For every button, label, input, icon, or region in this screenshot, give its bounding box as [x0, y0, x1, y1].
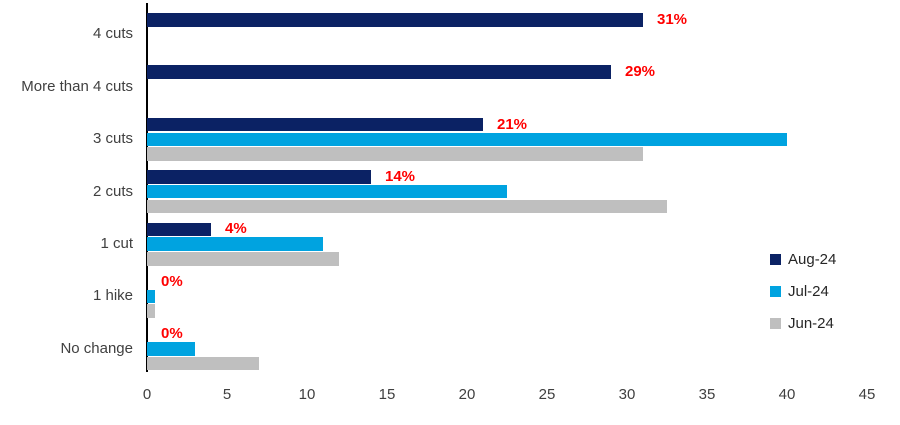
category-label-no-change: No change [60, 339, 133, 357]
bar-jun-24-1-hike [147, 304, 155, 318]
legend-label: Jul-24 [788, 282, 829, 300]
x-tick-35: 35 [698, 386, 716, 403]
legend: Aug-24 Jul-24 Jun-24 [770, 243, 836, 339]
category-label-1-cut: 1 cut [100, 235, 133, 253]
data-label-aug-24-1-hike: 0% [161, 272, 183, 290]
x-tick-10: 10 [298, 386, 316, 403]
category-label-3-cuts: 3 cuts [92, 130, 133, 148]
x-tick-45: 45 [858, 386, 876, 403]
bar-jun-24-no-change [147, 356, 259, 371]
bar-jun-24-3-cuts [147, 147, 643, 161]
y-axis-line [146, 3, 148, 372]
bar-aug-24-3-cuts [147, 117, 483, 132]
x-tick-20: 20 [458, 386, 476, 403]
x-tick-40: 40 [778, 386, 796, 403]
legend-item-aug-24: Aug-24 [770, 243, 836, 275]
data-label-aug-24-2-cuts: 14% [385, 167, 416, 185]
x-tick-0: 0 [142, 386, 152, 403]
data-label-aug-24-1-cut: 4% [225, 220, 247, 238]
bar-jul-24-2-cuts [147, 184, 507, 199]
legend-label: Jun-24 [788, 314, 834, 332]
x-tick-25: 25 [538, 386, 556, 403]
bar-jul-24-no-change [147, 342, 195, 356]
x-tick-5: 5 [222, 386, 232, 403]
legend-swatch-icon [770, 317, 781, 329]
bar-jul-24-3-cuts [147, 132, 787, 146]
x-tick-30: 30 [618, 386, 636, 403]
data-label-aug-24-3-cuts: 21% [497, 115, 528, 133]
bar-aug-24-more-than-4-cuts [147, 65, 611, 79]
category-label-1-hike: 1 hike [92, 287, 133, 305]
data-label-aug-24-no-change: 0% [161, 325, 183, 343]
bar-jun-24-1-cut [147, 252, 339, 266]
bar-aug-24-1-cut [147, 222, 211, 237]
category-label-4-cuts: 4 cuts [92, 25, 133, 43]
category-label-more-than-4-cuts: More than 4 cuts [21, 77, 133, 95]
legend-swatch-icon [770, 285, 781, 297]
legend-item-jun-24: Jun-24 [770, 307, 836, 339]
legend-swatch-icon [770, 253, 781, 265]
bar-aug-24-2-cuts [147, 170, 371, 184]
bar-jul-24-1-hike [147, 289, 155, 304]
bar-aug-24-4-cuts [147, 13, 643, 27]
x-tick-15: 15 [378, 386, 396, 403]
bar-jul-24-1-cut [147, 237, 323, 251]
data-label-aug-24-4-cuts: 31% [657, 10, 688, 28]
category-label-2-cuts: 2 cuts [92, 182, 133, 200]
bar-jun-24-2-cuts [147, 199, 667, 214]
data-label-aug-24-more-than-4-cuts: 29% [625, 63, 656, 81]
legend-item-jul-24: Jul-24 [770, 275, 836, 307]
legend-label: Aug-24 [788, 250, 837, 268]
